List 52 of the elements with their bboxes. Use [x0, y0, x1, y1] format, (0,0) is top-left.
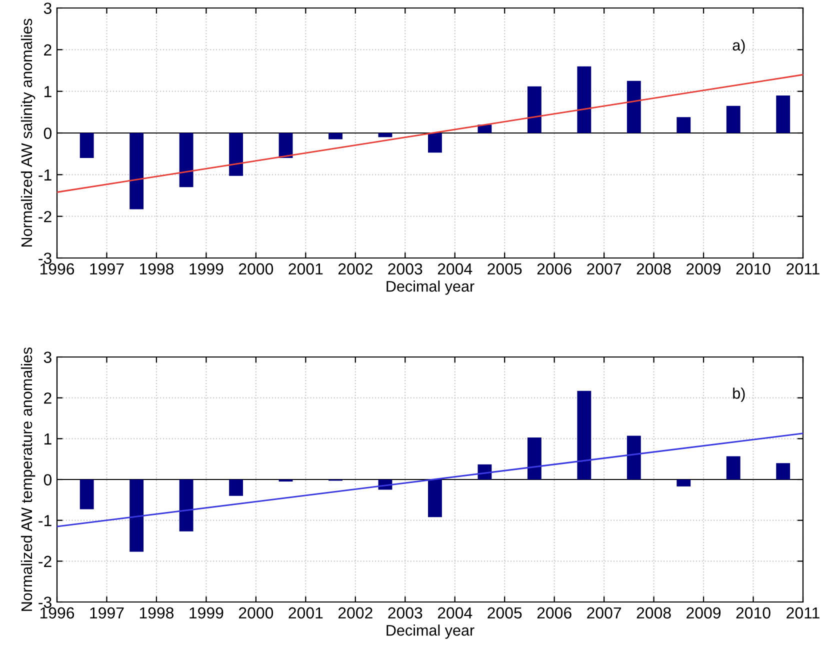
y-tick-label: 1 [44, 86, 52, 98]
x-tick-label: 1997 [90, 263, 124, 275]
x-tick-label: 2007 [587, 263, 622, 275]
x-tick-label: 2002 [338, 263, 372, 275]
x-tick-label: 1998 [140, 607, 174, 619]
x-tick-label: 1996 [40, 607, 74, 619]
y-tick-label: 3 [44, 2, 52, 14]
x-tick-label: 2009 [686, 263, 721, 275]
x-tick-label: 2008 [636, 263, 671, 275]
x-tick-label: 2003 [388, 263, 422, 275]
x-tick-label: 2000 [238, 263, 274, 275]
y-axis-title: Normalized AW salinity anomalies [20, 18, 36, 247]
x-tick-label: 1999 [190, 263, 224, 275]
x-tick-label: 1996 [40, 263, 74, 275]
y-tick-label: -2 [38, 210, 52, 222]
x-tick-label: 2005 [488, 607, 522, 619]
x-tick-label: 2006 [537, 263, 572, 275]
x-tick-label: 2009 [686, 607, 721, 619]
annotation: a) [732, 39, 745, 54]
y-tick-label: -1 [38, 169, 52, 180]
x-tick-label: 2010 [736, 263, 770, 275]
y-tick-label: -3 [38, 252, 52, 264]
x-tick-label: 2007 [587, 607, 622, 619]
y-tick-label: 0 [44, 128, 52, 139]
x-tick-label: 2001 [288, 263, 323, 275]
x-tick-label: 2005 [488, 263, 522, 275]
y-tick-label: -2 [38, 556, 52, 567]
x-tick-label: 2011 [786, 263, 820, 275]
y-tick-label: -1 [38, 515, 52, 526]
y-tick-label: 2 [44, 392, 52, 404]
y-tick-label: 0 [44, 474, 52, 486]
y-tick-label: 3 [44, 352, 52, 363]
annotation: b) [733, 388, 745, 402]
y-tick-label: 2 [44, 44, 52, 56]
x-axis-title: Decimal year [386, 280, 474, 295]
x-tick-label: 2001 [288, 607, 323, 619]
x-tick-label: 2004 [438, 607, 472, 619]
x-tick-label: 2003 [388, 607, 422, 619]
x-tick-label: 1997 [90, 607, 124, 619]
x-tick-label: 1998 [140, 263, 174, 275]
x-tick-label: 2000 [238, 607, 274, 619]
x-tick-label: 1999 [190, 607, 224, 619]
y-axis-title: Normalized AW temperature anomalies [20, 347, 36, 611]
x-axis-title: Decimal year [386, 624, 474, 639]
x-tick-label: 2011 [786, 607, 820, 619]
y-tick-label: -3 [38, 596, 52, 608]
x-tick-label: 2006 [537, 607, 572, 619]
x-tick-label: 2002 [338, 607, 372, 619]
y-tick-label: 1 [44, 433, 52, 444]
x-tick-label: 2010 [736, 607, 770, 619]
x-tick-label: 2004 [438, 263, 472, 275]
x-tick-label: 2008 [636, 607, 671, 619]
